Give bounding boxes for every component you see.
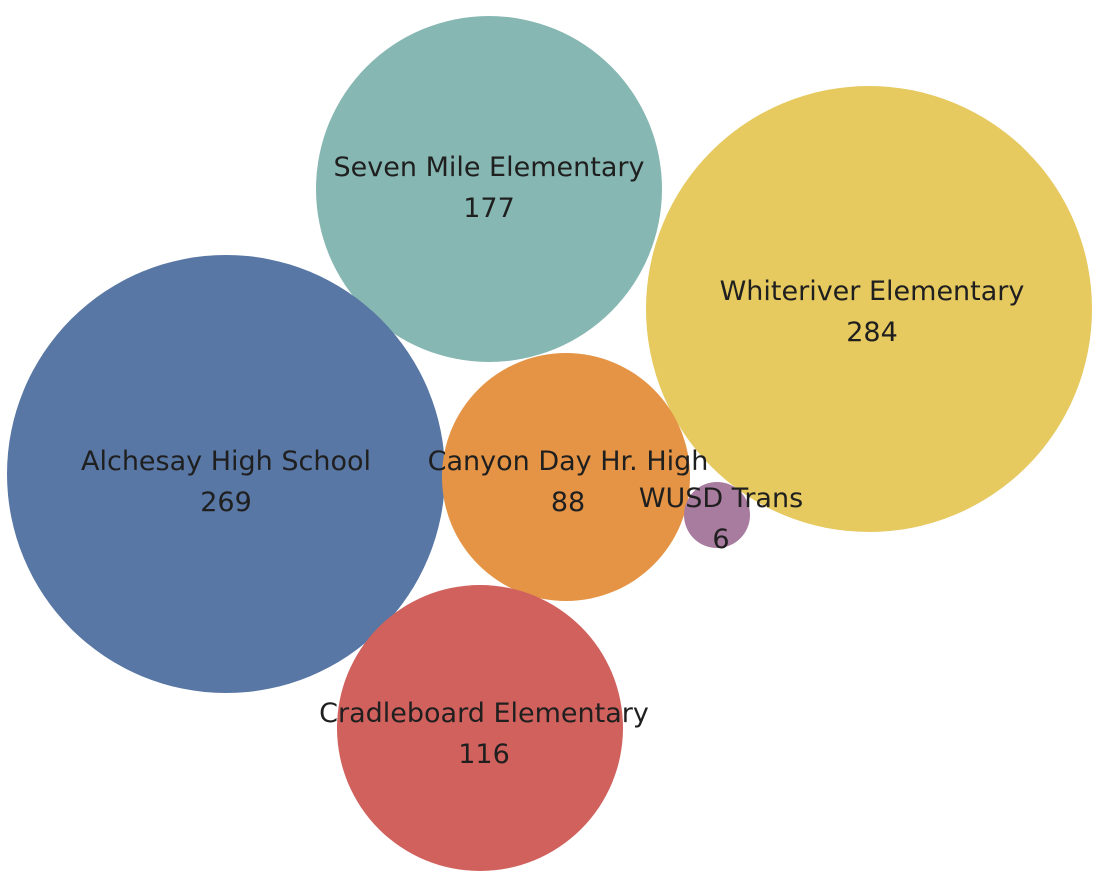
bubble-label-cradleboard-elementary: Cradleboard Elementary 116 [319, 698, 649, 770]
bubble-name: Cradleboard Elementary [319, 698, 649, 729]
labels-layer: Seven Mile Elementary 177 Whiteriver Eleme… [81, 152, 1024, 770]
bubble-label-wusd-trans: WUSD Trans 6 [639, 483, 803, 555]
bubble-name: Canyon Day Hr. High [428, 446, 709, 477]
bubble-value: 6 [712, 524, 729, 555]
bubble-value: 88 [551, 487, 585, 518]
bubbles-layer [7, 16, 1092, 871]
bubble-name: WUSD Trans [639, 483, 803, 514]
bubble-name: Seven Mile Elementary [334, 152, 645, 183]
bubble-label-alchesay-high-school: Alchesay High School 269 [81, 446, 371, 518]
bubble-value: 284 [846, 317, 898, 348]
bubble-whiteriver-elementary[interactable] [646, 86, 1092, 532]
bubble-name: Whiteriver Elementary [720, 276, 1025, 307]
bubble-value: 177 [463, 193, 515, 224]
bubble-cradleboard-elementary[interactable] [337, 585, 623, 871]
bubble-seven-mile-elementary[interactable] [316, 16, 662, 362]
bubble-value: 116 [458, 739, 510, 770]
bubble-value: 269 [200, 487, 252, 518]
bubble-wusd-trans[interactable] [684, 482, 750, 548]
bubble-alchesay-high-school[interactable] [7, 255, 445, 693]
bubble-label-whiteriver-elementary: Whiteriver Elementary 284 [720, 276, 1025, 348]
bubble-label-canyon-day-hr-high: Canyon Day Hr. High 88 [428, 446, 709, 518]
bubble-name: Alchesay High School [81, 446, 371, 477]
bubble-label-seven-mile-elementary: Seven Mile Elementary 177 [334, 152, 645, 224]
bubble-canyon-day-hr-high[interactable] [442, 353, 690, 601]
